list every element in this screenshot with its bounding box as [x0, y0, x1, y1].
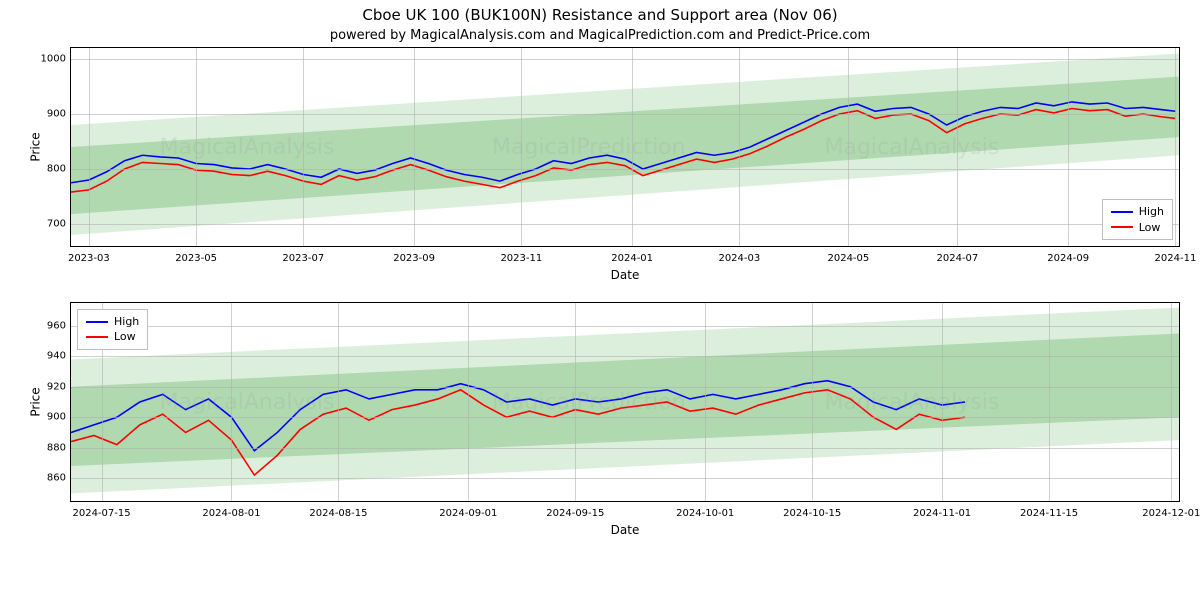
legend-label-high: High [1139, 204, 1164, 219]
ytick-label: 1000 [31, 54, 66, 65]
xtick-label: 2023-11 [500, 253, 542, 264]
xtick-label: 2023-05 [175, 253, 217, 264]
legend-line-low [1111, 226, 1133, 228]
gridline [957, 48, 958, 246]
xtick-label: 2024-07 [936, 253, 978, 264]
legend-line-high [86, 321, 108, 323]
xtick-label: 2024-10-01 [676, 508, 734, 519]
xtick-label: 2024-08-15 [309, 508, 367, 519]
gridline [1068, 48, 1069, 246]
top-xlabel: Date [611, 268, 640, 282]
gridline [739, 48, 740, 246]
gridline [468, 303, 469, 501]
ytick-label: 960 [31, 320, 66, 331]
gridline [812, 303, 813, 501]
xtick-label: 2024-09 [1047, 253, 1089, 264]
gridline [196, 48, 197, 246]
legend-label-low: Low [114, 329, 136, 344]
gridline [632, 48, 633, 246]
xtick-label: 2024-08-01 [202, 508, 260, 519]
xtick-label: 2024-01 [611, 253, 653, 264]
chart-title: Cboe UK 100 (BUK100N) Resistance and Sup… [0, 0, 1200, 24]
legend-row-low: Low [1111, 220, 1164, 235]
gridline [89, 48, 90, 246]
legend-line-high [1111, 211, 1133, 213]
gridline [71, 356, 1179, 357]
xtick-label: 2024-05 [827, 253, 869, 264]
bottom-chart: Price Date High Low 86088090092094096020… [70, 302, 1180, 502]
ytick-label: 920 [31, 381, 66, 392]
xtick-label: 2024-11-01 [913, 508, 971, 519]
legend-row-low: Low [86, 329, 139, 344]
chart-svg [71, 48, 1179, 246]
gridline [71, 326, 1179, 327]
xtick-label: 2024-12-01 [1142, 508, 1200, 519]
legend-label-high: High [114, 314, 139, 329]
xtick-label: 2023-03 [68, 253, 110, 264]
xtick-label: 2023-07 [282, 253, 324, 264]
gridline [705, 303, 706, 501]
top-legend: High Low [1102, 199, 1173, 240]
gridline [71, 224, 1179, 225]
xtick-label: 2024-11 [1155, 253, 1197, 264]
gridline [521, 48, 522, 246]
gridline [848, 48, 849, 246]
gridline [338, 303, 339, 501]
xtick-label: 2024-09-15 [546, 508, 604, 519]
gridline [71, 387, 1179, 388]
legend-row-high: High [86, 314, 139, 329]
bottom-legend: High Low [77, 309, 148, 350]
xtick-label: 2024-03 [718, 253, 760, 264]
chart-svg [71, 303, 1179, 501]
legend-label-low: Low [1139, 220, 1161, 235]
xtick-label: 2023-09 [393, 253, 435, 264]
xtick-label: 2024-07-15 [73, 508, 131, 519]
gridline [71, 478, 1179, 479]
ytick-label: 800 [31, 164, 66, 175]
top-ylabel: Price [29, 132, 43, 161]
gridline [231, 303, 232, 501]
legend-line-low [86, 336, 108, 338]
gridline [71, 169, 1179, 170]
ytick-label: 940 [31, 351, 66, 362]
gridline [1171, 303, 1172, 501]
xtick-label: 2024-09-01 [439, 508, 497, 519]
gridline [1049, 303, 1050, 501]
gridline [1175, 48, 1176, 246]
gridline [942, 303, 943, 501]
legend-row-high: High [1111, 204, 1164, 219]
chart-container: Cboe UK 100 (BUK100N) Resistance and Sup… [0, 0, 1200, 600]
gridline [303, 48, 304, 246]
chart-subtitle: powered by MagicalAnalysis.com and Magic… [0, 24, 1200, 47]
ytick-label: 900 [31, 412, 66, 423]
ytick-label: 880 [31, 442, 66, 453]
gridline [71, 448, 1179, 449]
top-chart: Price Date High Low 70080090010002023-03… [70, 47, 1180, 247]
gridline [414, 48, 415, 246]
ytick-label: 900 [31, 109, 66, 120]
xtick-label: 2024-10-15 [783, 508, 841, 519]
bottom-xlabel: Date [611, 523, 640, 537]
ytick-label: 860 [31, 473, 66, 484]
gridline [71, 59, 1179, 60]
gridline [71, 417, 1179, 418]
ytick-label: 700 [31, 219, 66, 230]
xtick-label: 2024-11-15 [1020, 508, 1078, 519]
gridline [575, 303, 576, 501]
gridline [71, 114, 1179, 115]
